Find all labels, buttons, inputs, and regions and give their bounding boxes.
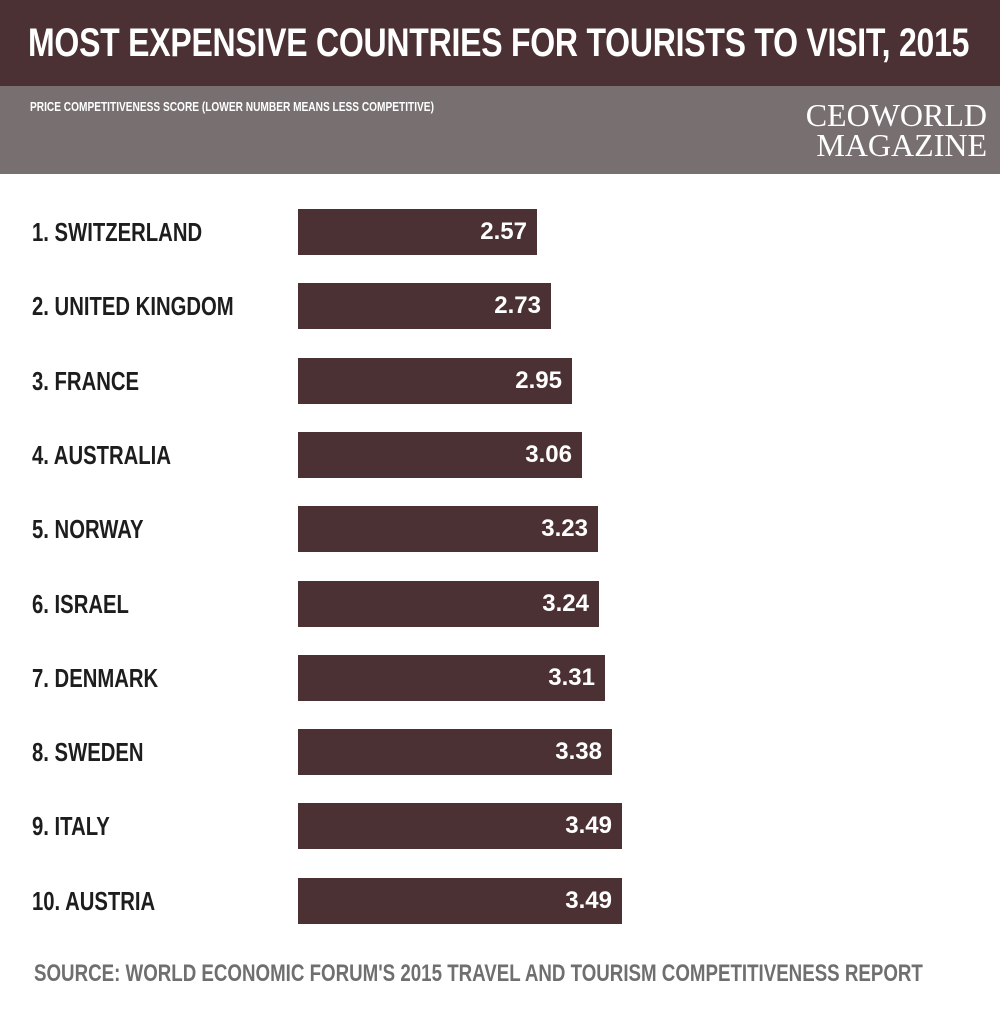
bar-row: 6. ISRAEL 3.24 xyxy=(0,581,1000,627)
brand-logo-line2: MAGAZINE xyxy=(816,127,987,163)
category-label: 10. AUSTRIA xyxy=(32,886,156,916)
data-label: 3.23 xyxy=(541,515,588,542)
data-label: 2.95 xyxy=(515,367,562,394)
category-label: 9. ITALY xyxy=(32,811,110,841)
data-label: 3.31 xyxy=(548,664,595,691)
bar-row: 4. AUSTRALIA 3.06 xyxy=(0,432,1000,478)
bar-row: 10. AUSTRIA 3.49 xyxy=(0,878,1000,924)
bar-row: 5. NORWAY 3.23 xyxy=(0,506,1000,552)
category-label: 1. SWITZERLAND xyxy=(32,217,203,247)
source-note: SOURCE: WORLD ECONOMIC FORUM'S 2015 TRAV… xyxy=(34,960,923,987)
bar-row: 3. FRANCE 2.95 xyxy=(0,358,1000,404)
bar-row: 1. SWITZERLAND 2.57 xyxy=(0,209,1000,255)
category-label: 8. SWEDEN xyxy=(32,737,144,767)
bar: 3.24 xyxy=(298,581,599,627)
data-label: 2.73 xyxy=(494,292,541,319)
category-label: 4. AUSTRALIA xyxy=(32,440,171,470)
bar: 3.49 xyxy=(298,803,622,849)
category-label: 5. NORWAY xyxy=(32,514,144,544)
data-label: 2.57 xyxy=(480,218,527,245)
brand-logo: CEOWORLD MAGAZINE xyxy=(767,97,987,163)
category-label: 3. FRANCE xyxy=(32,366,140,396)
data-label: 3.38 xyxy=(555,738,602,765)
data-label: 3.06 xyxy=(525,441,572,468)
data-label: 3.49 xyxy=(565,812,612,839)
bar-row: 8. SWEDEN 3.38 xyxy=(0,729,1000,775)
bar-row: 9. ITALY 3.49 xyxy=(0,803,1000,849)
bar-chart: 1. SWITZERLAND 2.57 2. UNITED KINGDOM 2.73 3… xyxy=(0,174,1000,954)
bar: 2.57 xyxy=(298,209,537,255)
bar: 3.23 xyxy=(298,506,598,552)
subtitle-band xyxy=(0,86,1000,174)
page-title: MOST EXPENSIVE COUNTRIES FOR TOURISTS TO… xyxy=(28,21,970,65)
chart-subtitle: PRICE COMPETITIVENESS SCORE (LOWER NUMBE… xyxy=(30,99,434,114)
data-label: 3.49 xyxy=(565,887,612,914)
category-label: 2. UNITED KINGDOM xyxy=(32,291,234,321)
bar: 2.95 xyxy=(298,358,572,404)
bar-row: 2. UNITED KINGDOM 2.73 xyxy=(0,283,1000,329)
category-label: 7. DENMARK xyxy=(32,663,159,693)
bar: 3.06 xyxy=(298,432,582,478)
title-band xyxy=(0,0,1000,86)
bar-row: 7. DENMARK 3.31 xyxy=(0,655,1000,701)
category-label: 6. ISRAEL xyxy=(32,589,129,619)
brand-logo-line1: CEOWORLD xyxy=(805,97,987,133)
bar: 3.38 xyxy=(298,729,612,775)
bar: 3.49 xyxy=(298,878,622,924)
bar: 2.73 xyxy=(298,283,551,329)
data-label: 3.24 xyxy=(542,590,589,617)
bar: 3.31 xyxy=(298,655,605,701)
